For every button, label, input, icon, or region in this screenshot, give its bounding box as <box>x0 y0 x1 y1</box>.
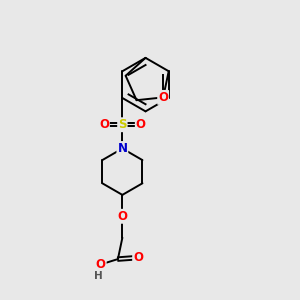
Text: O: O <box>158 91 168 104</box>
Text: O: O <box>133 251 143 264</box>
Text: N: N <box>117 142 128 155</box>
Text: S: S <box>118 118 127 131</box>
Text: O: O <box>117 210 128 223</box>
Text: O: O <box>96 258 106 271</box>
Text: O: O <box>136 118 146 131</box>
Text: O: O <box>99 118 109 131</box>
Text: H: H <box>94 271 103 281</box>
